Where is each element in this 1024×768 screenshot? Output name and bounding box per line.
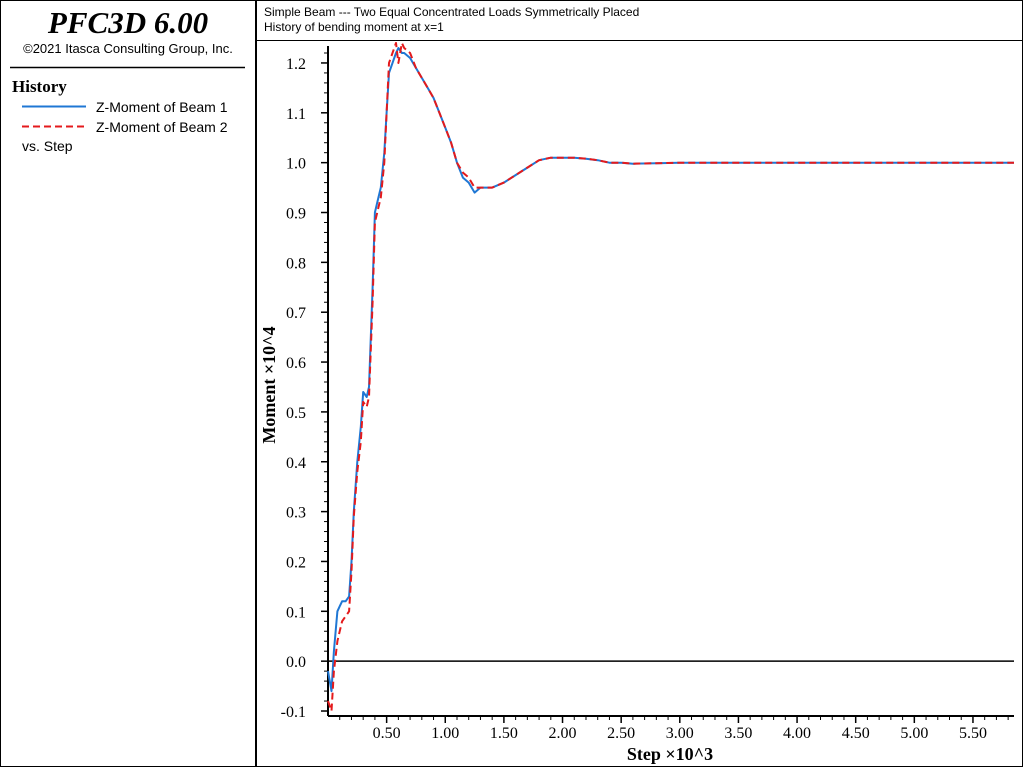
axes-group: -0.1 0.0 0.1 0.2 0.3 0.4 0.5 0.6 0.7 0.8 0.9 1.0 1.1…: [281, 46, 1014, 742]
x-tick-label: 4.00: [783, 725, 811, 742]
legend-entry-beam2: Z-Moment of Beam 2: [96, 119, 228, 135]
x-tick-label: 1.00: [431, 725, 459, 742]
y-tick-label: 0.8: [286, 255, 306, 272]
plot-title: Simple Beam --- Two Equal Concentrated L…: [264, 5, 639, 19]
y-tick-label: 0.2: [286, 554, 306, 571]
x-axis-label: Step ×10^3: [627, 744, 713, 764]
plot-subtitle: History of bending moment at x=1: [264, 20, 444, 34]
y-tick-label: 0.7: [286, 305, 306, 322]
y-tick-label: 0.3: [286, 505, 306, 522]
x-tick-label: 5.00: [900, 725, 928, 742]
x-tick-label: 0.50: [373, 725, 401, 742]
copyright: ©2021 Itasca Consulting Group, Inc.: [23, 41, 233, 56]
legend-heading: History: [12, 77, 67, 96]
y-tick-label: 0.6: [286, 355, 306, 372]
x-tick-label: 2.50: [607, 725, 635, 742]
y-tick-label: 0.0: [286, 654, 306, 671]
x-tick-label: 2.00: [549, 725, 577, 742]
x-tick-label: 3.00: [666, 725, 694, 742]
y-tick-label: 1.0: [286, 156, 306, 173]
series-group: [327, 42, 1014, 712]
y-tick-label: 1.1: [286, 106, 306, 123]
x-tick-label: 1.50: [490, 725, 518, 742]
y-tick-label: 0.9: [286, 206, 306, 223]
plot-panel: [256, 0, 1023, 767]
x-tick-label: 4.50: [842, 725, 870, 742]
y-tick-label: 0.4: [286, 455, 306, 472]
legend-entry-beam1: Z-Moment of Beam 1: [96, 99, 228, 115]
x-tick-label: 5.50: [959, 725, 987, 742]
y-tick-label: 1.2: [286, 56, 306, 73]
x-tick-label: 3.50: [724, 725, 752, 742]
legend-panel: [0, 0, 256, 767]
series-beam1-line: [327, 47, 1014, 693]
y-tick-label: -0.1: [281, 704, 306, 721]
legend-vs-label: vs. Step: [22, 138, 73, 154]
y-tick-label: 0.1: [286, 604, 306, 621]
y-tick-label: 0.5: [286, 405, 306, 422]
series-beam2-line: [327, 42, 1014, 712]
app-title: PFC3D 6.00: [47, 5, 208, 40]
y-axis-label: Moment ×10^4: [259, 326, 279, 443]
